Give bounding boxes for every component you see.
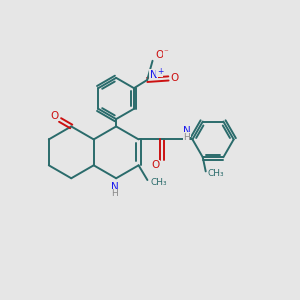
Text: ⁻: ⁻ (164, 48, 168, 57)
Text: N: N (111, 182, 119, 192)
Text: O: O (170, 74, 178, 83)
Text: CH₃: CH₃ (208, 169, 224, 178)
Text: +: + (157, 67, 163, 76)
Text: O: O (152, 160, 160, 170)
Text: N: N (183, 126, 190, 136)
Text: O: O (51, 110, 59, 121)
Text: H: H (183, 133, 190, 142)
Text: O: O (155, 50, 163, 60)
Text: CH₃: CH₃ (150, 178, 167, 187)
Text: N: N (150, 70, 158, 80)
Text: H: H (111, 189, 118, 198)
